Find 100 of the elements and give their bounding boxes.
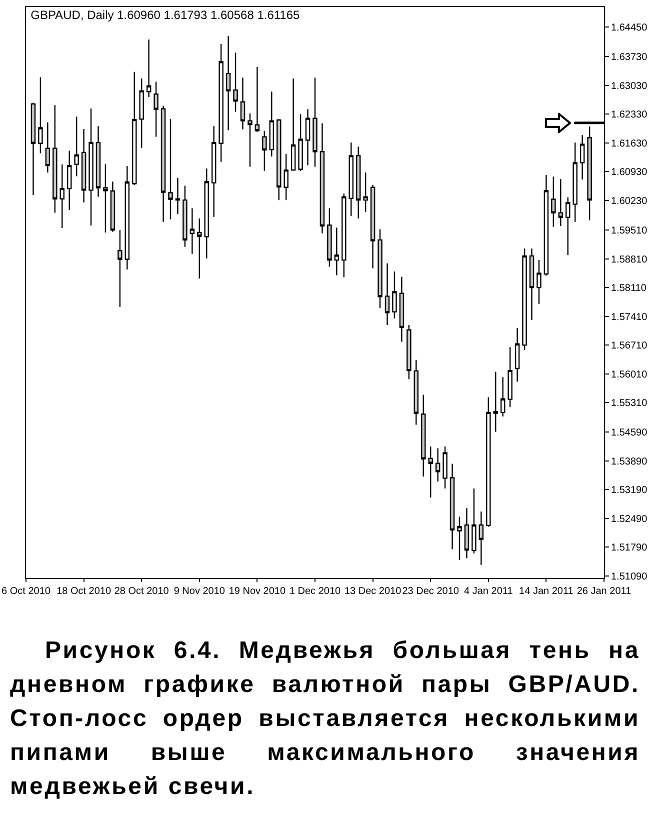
y-tick-label: 1.62330 — [611, 110, 648, 121]
candlestick — [406, 324, 412, 380]
candlestick — [334, 226, 340, 276]
candlestick — [529, 248, 534, 321]
candlestick — [356, 146, 361, 220]
candlestick — [154, 81, 158, 138]
candlestick — [190, 208, 195, 254]
candlestick — [508, 346, 512, 408]
y-tick-label: 1.52490 — [611, 514, 648, 525]
y-tick-label: 1.63730 — [611, 52, 648, 64]
candlestick — [522, 248, 527, 351]
candlestick — [233, 52, 238, 112]
candlestick — [457, 516, 462, 561]
x-tick-label: 26 Jan 2011 — [576, 586, 632, 597]
x-tick-label: 23 Dec 2010 — [402, 586, 460, 597]
candlestick — [566, 196, 570, 256]
candlestick — [248, 112, 252, 168]
x-tick-label: 9 Nov 2010 — [174, 586, 226, 597]
candlestick — [421, 394, 426, 478]
y-tick-label: 1.53890 — [611, 456, 648, 468]
y-tick-label: 1.51090 — [611, 571, 648, 582]
candlestick — [370, 184, 376, 269]
candlestick — [168, 118, 173, 220]
candlestick — [197, 218, 202, 280]
x-tick-label: 18 Oct 2010 — [56, 586, 112, 597]
candlestick — [96, 126, 101, 198]
x-tick-label: 28 Oct 2010 — [114, 586, 170, 597]
candlestick — [60, 164, 64, 229]
candlestick — [298, 114, 303, 172]
candlestick — [327, 208, 332, 268]
candlestick — [486, 396, 491, 528]
candlestick — [392, 270, 397, 319]
x-tick-label: 4 Jan 2011 — [464, 586, 514, 597]
candlestick — [182, 185, 188, 248]
candlestick — [305, 108, 310, 166]
candlestick — [175, 177, 180, 215]
chart-title: GBPAUD, Daily 1.60960 1.61793 1.60568 1.61165 — [30, 8, 300, 22]
y-tick-label: 1.60930 — [611, 167, 648, 178]
candlestick — [118, 229, 122, 308]
candlestick — [464, 508, 470, 559]
x-tick-label: 13 Dec 2010 — [344, 586, 402, 597]
x-tick-label: 14 Jan 2011 — [519, 586, 574, 597]
candlestick — [124, 165, 130, 270]
candlestick — [284, 153, 288, 201]
candlestick — [132, 71, 137, 186]
candlestick — [399, 276, 404, 342]
candlestick — [428, 446, 433, 498]
x-tick-label: 6 Oct 2010 — [2, 586, 51, 597]
candlestick — [478, 510, 484, 566]
x-tick-label: 1 Dec 2010 — [289, 586, 342, 597]
y-tick-label: 1.55310 — [611, 398, 648, 410]
x-tick-label: 19 Nov 2010 — [228, 586, 286, 597]
candlestick — [384, 262, 390, 326]
candlestick — [580, 134, 585, 180]
candlestick — [312, 77, 318, 168]
candlestick — [240, 77, 246, 130]
candlestick — [378, 228, 382, 309]
y-tick-label: 1.54590 — [611, 428, 648, 439]
candlestick — [81, 128, 86, 204]
candlestick — [342, 192, 346, 278]
candlestick — [160, 105, 166, 222]
candlestick — [276, 118, 282, 201]
candlestick — [363, 172, 368, 213]
y-tick-label: 1.58110 — [611, 283, 647, 294]
candlestick — [254, 66, 260, 132]
y-tick-label: 1.57410 — [611, 312, 648, 323]
y-tick-label: 1.58810 — [611, 254, 648, 266]
candlestick — [558, 178, 564, 227]
candlestick — [38, 76, 43, 154]
y-tick-label: 1.59510 — [611, 226, 648, 237]
y-tick-label: 1.53190 — [611, 485, 648, 496]
y-tick-label: 1.51790 — [611, 542, 648, 554]
candlestick — [414, 359, 419, 426]
candlestick — [74, 116, 79, 177]
candlestick — [269, 91, 274, 158]
y-tick-label: 1.64450 — [611, 22, 648, 34]
candlestick — [348, 142, 354, 217]
candlestick — [52, 104, 58, 214]
candlestick — [30, 102, 36, 196]
candlestick — [290, 78, 296, 172]
candlestick — [500, 376, 506, 418]
candlestick — [320, 122, 325, 234]
candlestick — [572, 142, 578, 222]
candlestick — [450, 463, 455, 550]
candlestick — [66, 150, 72, 211]
candlestick — [139, 78, 144, 148]
candlestick — [442, 446, 448, 490]
candlestick — [45, 122, 50, 174]
y-tick-label: 1.56010 — [611, 369, 648, 380]
y-tick-label: 1.56710 — [611, 340, 648, 352]
candlestick — [218, 43, 224, 162]
candlestick — [226, 36, 231, 131]
candlestick — [472, 488, 476, 554]
candlestick — [262, 130, 267, 172]
y-tick-label: 1.60230 — [611, 196, 648, 207]
candlestick — [493, 371, 498, 432]
candlestick — [536, 259, 542, 305]
candlestick — [204, 168, 209, 259]
candlestick — [514, 327, 520, 382]
candlestick — [587, 126, 592, 221]
